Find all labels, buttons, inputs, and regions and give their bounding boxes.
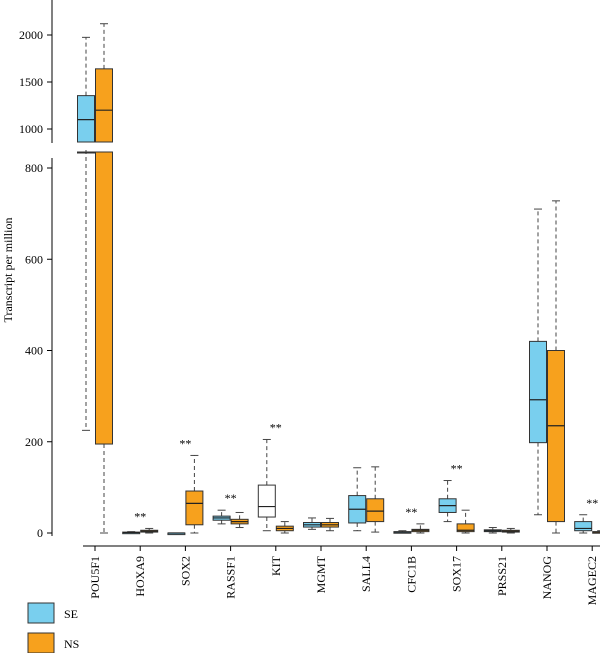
box-SE-CFC1B	[393, 530, 412, 534]
y-tick-label: 2000	[19, 28, 43, 42]
box-SE-POU5F1	[77, 36, 95, 431]
significance-marker: **	[451, 462, 463, 476]
box-body	[366, 498, 385, 523]
boxes	[77, 23, 600, 536]
box-NS-MGMT	[321, 517, 339, 532]
legend-swatch-SE	[27, 602, 55, 624]
x-tick-label: CFC1B	[404, 556, 418, 593]
legend-label-SE: SE	[64, 607, 78, 621]
x-tick-label: RASSF1	[224, 556, 238, 599]
y-tick-label: 0	[37, 526, 43, 540]
box-body	[185, 490, 204, 526]
x-tick-label: NANOG	[540, 556, 554, 600]
box-NS-SOX2	[185, 454, 204, 534]
significance-marker: **	[134, 509, 146, 523]
box-lower-part	[95, 151, 113, 445]
box-body	[574, 521, 593, 532]
box-SE-MAGEC2	[574, 514, 593, 534]
box-body	[456, 523, 475, 533]
significance-marker: **	[225, 491, 237, 505]
box-NS-PRSS21	[501, 527, 520, 534]
box-SE-MGMT	[303, 517, 321, 530]
box-body	[257, 484, 276, 518]
x-tick-label: MAGEC2	[585, 556, 599, 605]
axes: 1000 1500 2000 0 200 400 600 800 POU5F1 HOXA9 SOX2…	[19, 0, 600, 605]
box-NS-HOXA9	[140, 527, 159, 534]
box-SE-RASSF1	[212, 509, 231, 525]
x-tick-label: POU5F1	[88, 556, 102, 599]
box-SE-KIT	[257, 438, 276, 532]
y-tick-label: 600	[25, 252, 43, 266]
significance-marker: **	[405, 505, 417, 519]
x-tick-label: HOXA9	[133, 556, 147, 597]
box-body	[529, 340, 547, 444]
significance-marker: **	[270, 420, 282, 434]
y-tick-label: 200	[25, 435, 43, 449]
significance-marker: **	[586, 496, 598, 510]
legend: SE NS	[27, 602, 79, 653]
labels: ** ** ** ** ** ** **	[134, 420, 598, 523]
x-tick-label: PRSS21	[495, 556, 509, 596]
box-NS-SOX17	[456, 509, 475, 534]
box-upper-part	[95, 68, 113, 143]
box-upper-part	[77, 95, 95, 143]
y-tick-label: 400	[25, 344, 43, 358]
y-tick-label: 1500	[19, 75, 43, 89]
box-SE-SOX2	[167, 532, 186, 536]
box-SE-SOX17	[438, 480, 457, 523]
x-tick-label: KIT	[269, 555, 283, 576]
box-body	[547, 350, 565, 523]
legend-swatch-NS	[27, 632, 55, 653]
box-SE-PRSS21	[483, 527, 502, 534]
x-tick-label: SOX17	[450, 556, 464, 592]
box-lower-part	[77, 151, 95, 154]
y-tick-label: 800	[25, 161, 43, 175]
box-NS-RASSF1	[230, 511, 249, 529]
box-NS-CFC1B	[411, 523, 430, 534]
box-SE-NANOG	[529, 208, 547, 516]
x-tick-label: SALL4	[359, 556, 373, 592]
box-NS-NANOG	[547, 200, 565, 534]
x-tick-label: SOX2	[178, 556, 192, 586]
box-NS-SALL4	[366, 466, 385, 533]
significance-marker: **	[179, 436, 191, 450]
x-tick-label: MGMT	[314, 555, 328, 593]
box-SE-HOXA9	[122, 531, 141, 535]
legend-label-NS: NS	[64, 637, 79, 651]
box-NS-POU5F1	[95, 23, 113, 534]
box-NS-MAGEC2	[592, 530, 600, 534]
box-SE-SALL4	[348, 467, 367, 532]
box-NS-KIT	[275, 521, 294, 534]
y-tick-label: 1000	[19, 122, 43, 136]
y-axis-title: Transcript per million	[1, 218, 15, 323]
